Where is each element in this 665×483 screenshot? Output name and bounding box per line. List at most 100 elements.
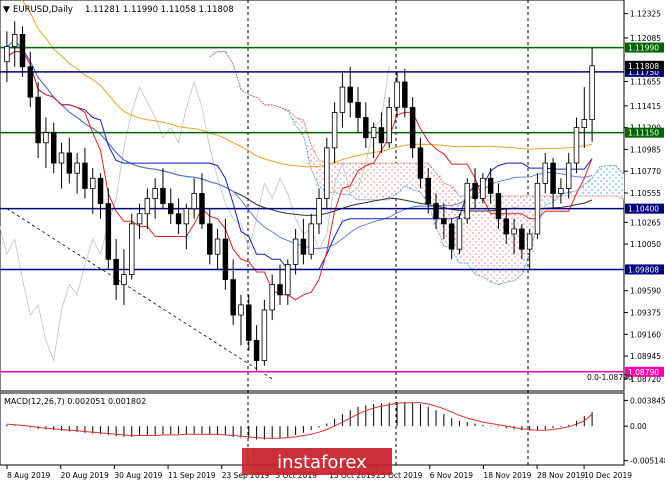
candle [50, 122, 57, 174]
date-tick-label: 25 Oct 2019 [376, 471, 423, 480]
candle [113, 239, 119, 300]
candle [35, 82, 41, 158]
date-tick-label: 18 Nov 2019 [483, 471, 531, 480]
cloud-segment [619, 173, 624, 199]
cloud-segment [385, 163, 394, 200]
candle [183, 203, 190, 250]
candle-body [230, 279, 236, 316]
senkou-span-b-line [209, 51, 624, 201]
candle [160, 168, 166, 209]
candle [136, 203, 143, 240]
candle-body [480, 177, 486, 199]
candle-body [246, 304, 252, 341]
candle-body [433, 203, 439, 220]
macd-indicator [6, 402, 593, 440]
cloud-segment [354, 163, 363, 200]
price-tick-label: 1.12085 [630, 34, 661, 43]
macd-tick-label: 0.00 [630, 422, 647, 431]
candle [402, 68, 408, 118]
candle [199, 173, 205, 229]
candle-body [425, 177, 431, 204]
candle [558, 178, 564, 204]
candle [448, 218, 455, 260]
candle-body [214, 238, 221, 255]
candle-body [89, 177, 96, 189]
candle [472, 168, 478, 209]
macd-tick-label: -0.005148 [630, 457, 665, 466]
price-tick-label: 1.12325 [630, 10, 661, 19]
cloud-segment [478, 195, 488, 278]
macd-title: MACD(12,26,7) 0.002051 0.001802 [4, 397, 146, 406]
candle-body [253, 339, 260, 362]
candle-body [152, 187, 158, 199]
candle [565, 152, 572, 199]
candle [58, 142, 65, 189]
candle-body [565, 162, 572, 189]
candle-body [43, 132, 49, 144]
candle-body [394, 81, 400, 108]
candle-body [74, 162, 80, 174]
level-price-tag [625, 366, 664, 377]
candle-body [277, 284, 283, 296]
cloud-segment [580, 184, 589, 196]
candle [503, 208, 510, 245]
candle-body [526, 233, 533, 250]
chart-symbol: EURUSD,Daily [13, 5, 73, 15]
watermark: instaforex [242, 448, 392, 475]
candle [487, 168, 494, 204]
candle [425, 168, 431, 214]
candle-body [175, 213, 182, 225]
candle [121, 249, 127, 305]
candle-body [456, 218, 463, 250]
candle-body [472, 182, 478, 199]
candle [495, 183, 502, 229]
candle [347, 66, 353, 118]
candle [238, 294, 244, 346]
price-tick-label: 1.11415 [630, 102, 661, 111]
price-tick-label: 1.09375 [630, 309, 661, 318]
candle [308, 213, 314, 260]
level-price-label: 1.11150 [628, 129, 659, 138]
date-tick-label: 11 Sep 2019 [168, 471, 216, 480]
candle-body [129, 223, 135, 275]
candle [589, 47, 595, 142]
level-price-label: 1.08790 [628, 368, 659, 377]
candle [519, 223, 525, 260]
candle-body [136, 213, 143, 225]
candle-body [386, 106, 392, 144]
candle-body [558, 187, 564, 194]
price-tick-label: 1.11655 [630, 78, 661, 87]
candle-body [113, 258, 119, 286]
candle [409, 97, 416, 158]
candle-body [495, 193, 502, 220]
cloud-segment [213, 51, 222, 53]
symbol-icon: ▼ [3, 5, 10, 15]
candle-body [300, 238, 307, 255]
candle-body [503, 218, 510, 235]
candle [339, 71, 346, 128]
date-tick-label: 30 Aug 2019 [114, 471, 162, 480]
price-panel [0, 0, 625, 392]
candle-body [238, 304, 244, 316]
candle [378, 112, 385, 153]
candle [433, 193, 439, 229]
candle [269, 274, 275, 321]
candle-body [27, 66, 34, 98]
date-tick-label: 8 Aug 2019 [7, 471, 50, 480]
candle [43, 117, 49, 169]
price-axis: 1.123251.120851.116551.114151.112001.109… [624, 10, 664, 384]
candle-body [11, 33, 18, 47]
price-tick-label: 1.08945 [630, 352, 661, 361]
candle [230, 259, 236, 326]
cloud-segment [541, 195, 550, 205]
date-tick-label: 3 Oct 2019 [275, 471, 317, 480]
senkou-span-a-line [209, 51, 624, 286]
candle [316, 188, 322, 234]
candle [4, 31, 10, 83]
cloud-segment [447, 185, 457, 250]
candle [191, 178, 197, 219]
candle-body [168, 203, 174, 215]
cloud-segment [291, 117, 300, 126]
candle-body [58, 152, 65, 164]
